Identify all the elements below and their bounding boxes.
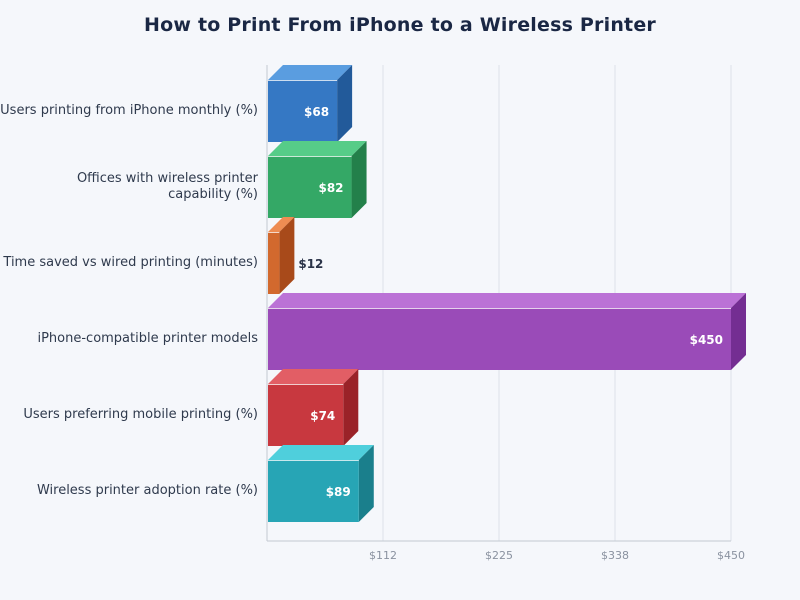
bar-top-face xyxy=(268,141,367,156)
category-label-line: Time saved vs wired printing (minutes) xyxy=(3,255,258,270)
bar-side-face xyxy=(279,217,295,294)
x-tick-label: $450 xyxy=(717,549,745,562)
bar-top-face xyxy=(268,293,746,308)
category-label: Wireless printer adoption rate (%) xyxy=(0,483,258,499)
category-label-line: Wireless printer adoption rate (%) xyxy=(36,483,258,498)
bar-top-face xyxy=(268,65,353,80)
bar-value-label: $450 xyxy=(690,333,723,347)
bar-side-face xyxy=(358,445,374,522)
bar-front-face xyxy=(268,156,352,218)
bar-side-face xyxy=(337,65,353,142)
bar-top-face xyxy=(268,217,295,232)
category-label: iPhone-compatible printer models xyxy=(0,331,258,347)
category-label: Users printing from iPhone monthly (%) xyxy=(0,103,258,119)
x-tick-label: $225 xyxy=(485,549,513,562)
category-label: Time saved vs wired printing (minutes) xyxy=(0,255,258,271)
x-tick-label: $112 xyxy=(369,549,397,562)
bar-value-label: $12 xyxy=(298,257,323,271)
bar-side-face xyxy=(343,369,359,446)
bar-side-face xyxy=(351,141,367,218)
bar-front-face xyxy=(268,80,338,142)
bar-front-face xyxy=(268,308,731,370)
bar-side-face xyxy=(731,293,746,370)
bar-value-label: $74 xyxy=(310,409,335,423)
category-label-line: iPhone-compatible printer models xyxy=(37,331,258,346)
category-label: Users preferring mobile printing (%) xyxy=(0,407,258,423)
x-tick-label: $338 xyxy=(601,549,629,562)
bar-value-label: $82 xyxy=(318,181,343,195)
category-label-line: capability (%) xyxy=(168,187,258,202)
bar-front-face xyxy=(268,384,344,446)
bar-front-face xyxy=(268,460,359,522)
chart-title: How to Print From iPhone to a Wireless P… xyxy=(144,14,656,36)
category-label: Offices with wireless printer capability … xyxy=(0,171,258,203)
category-label-line: Users printing from iPhone monthly (%) xyxy=(0,103,258,118)
bar-front-face xyxy=(268,232,280,294)
category-label-line: Users preferring mobile printing (%) xyxy=(23,407,258,422)
bar-value-label: $89 xyxy=(326,485,351,499)
bar-value-label: $68 xyxy=(304,105,329,119)
bar-top-face xyxy=(268,445,374,460)
category-label-line: Offices with wireless printer xyxy=(76,171,258,186)
bar-top-face xyxy=(268,369,359,384)
